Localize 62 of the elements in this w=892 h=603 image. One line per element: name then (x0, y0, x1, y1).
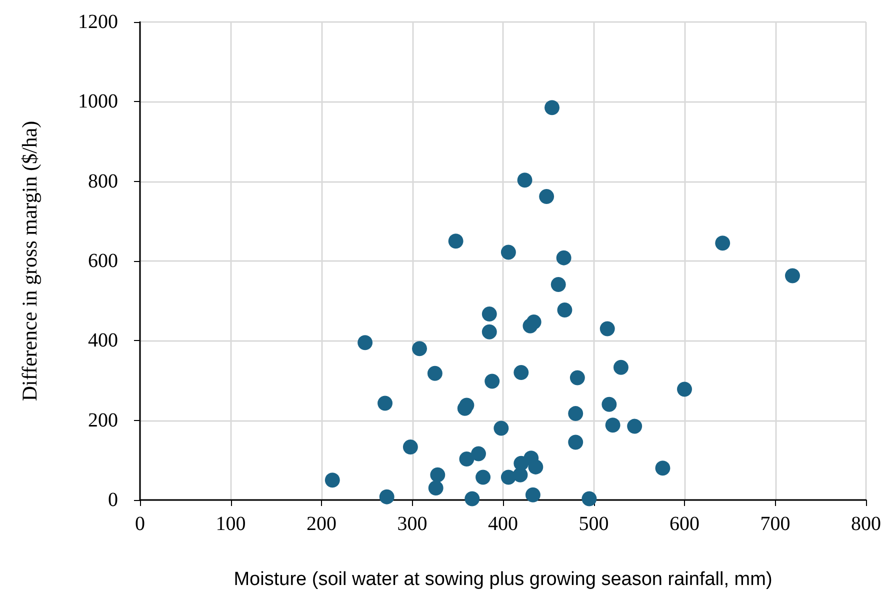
point (556, 250, 572, 266)
y-tick-label: 200 (88, 409, 118, 432)
point (430, 467, 446, 482)
point (582, 491, 597, 506)
point (428, 480, 444, 496)
point (570, 370, 585, 386)
point (427, 366, 442, 381)
x-tick-label: 500 (578, 513, 609, 535)
x-tick-label: 700 (760, 513, 790, 535)
x-tick-label: 600 (670, 513, 700, 535)
y-axis-title: Difference in gross margin ($/ha) (18, 120, 42, 402)
point (464, 491, 480, 506)
y-tick-label: 800 (88, 170, 118, 192)
point (500, 244, 516, 260)
point (459, 451, 474, 466)
point (379, 489, 394, 504)
point (494, 420, 509, 436)
point (500, 470, 516, 485)
point (539, 188, 554, 204)
point (471, 446, 486, 462)
point (402, 440, 418, 455)
point (602, 396, 617, 412)
point (324, 472, 340, 488)
point (655, 460, 670, 476)
point (459, 398, 474, 413)
point (550, 277, 566, 292)
x-axis-title: Moisture (soil water at sowing plus growing season rainfall, mm) (234, 569, 772, 590)
point (568, 406, 584, 422)
x-tick-label: 400 (488, 513, 518, 535)
point (378, 396, 393, 411)
y-tick-label: 400 (88, 330, 118, 352)
point (568, 434, 584, 450)
point (544, 100, 560, 116)
point (528, 459, 544, 474)
point (412, 341, 428, 356)
x-tick-label: 200 (306, 513, 336, 535)
point (613, 360, 628, 375)
x-tick-label: 0 (135, 513, 145, 535)
x-tick-label: 300 (397, 513, 428, 535)
x-tick-label: 100 (216, 513, 246, 535)
point (514, 365, 529, 380)
y-tick-label: 0 (108, 489, 118, 511)
y-tick-label: 1000 (78, 90, 118, 113)
point (517, 172, 532, 188)
point (525, 487, 540, 502)
point (476, 470, 491, 485)
y-tick-label: 1200 (78, 11, 118, 33)
point (715, 236, 730, 251)
point (785, 268, 800, 284)
x-tick-label: 800 (851, 513, 881, 535)
point (627, 418, 642, 434)
point (448, 234, 464, 249)
point (358, 335, 373, 350)
point (526, 314, 542, 330)
point (605, 418, 620, 433)
y-tick-label: 600 (88, 250, 118, 272)
point (482, 306, 497, 322)
point (677, 382, 692, 397)
point (482, 324, 497, 340)
point (484, 374, 500, 389)
point (557, 302, 572, 318)
point (600, 321, 615, 336)
